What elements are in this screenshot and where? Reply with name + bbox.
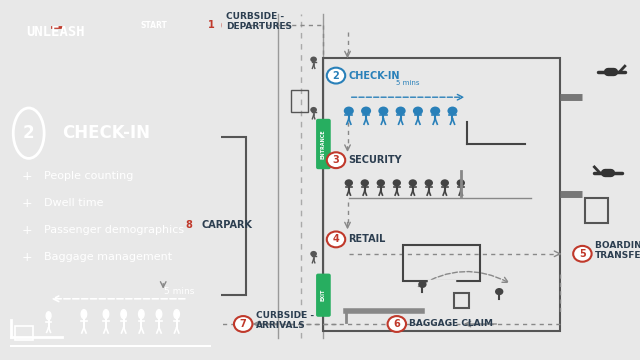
Bar [173,191,202,209]
Text: UNLEASH: UNLEASH [26,25,85,39]
Text: CHECK-IN: CHECK-IN [349,71,400,81]
Circle shape [388,316,406,332]
Circle shape [408,179,417,186]
Text: SECURITY: SECURITY [349,155,402,165]
Circle shape [361,107,371,115]
Circle shape [46,312,51,320]
Text: 5 mins: 5 mins [396,80,420,86]
Text: RETAIL: RETAIL [349,234,386,244]
Text: +: + [22,197,33,210]
FancyBboxPatch shape [316,274,331,317]
Circle shape [103,310,109,319]
Circle shape [327,152,345,168]
Text: 8: 8 [186,220,192,230]
Text: BAGGAGE CLAIM: BAGGAGE CLAIM [410,320,493,328]
Bar [403,245,480,281]
Text: +: + [22,251,33,264]
Bar [15,326,33,340]
Circle shape [447,107,458,115]
Circle shape [189,254,197,261]
Text: ENTRANCE: ENTRANCE [321,129,326,159]
Circle shape [138,310,144,319]
Text: BOARDING &
TRANSFERS: BOARDING & TRANSFERS [595,240,640,260]
Text: +: + [22,170,33,183]
Circle shape [424,179,433,186]
Text: +: + [22,224,33,237]
Text: 7: 7 [240,319,246,329]
Bar [454,293,469,308]
Text: 5: 5 [579,249,586,259]
Text: 3: 3 [333,155,339,165]
Text: 4: 4 [333,234,339,244]
Text: Passenger demographics: Passenger demographics [44,225,184,235]
Circle shape [413,107,423,115]
Circle shape [81,310,86,319]
Bar [291,90,308,112]
Circle shape [360,179,369,186]
Circle shape [202,17,220,33]
Text: START: START [141,21,168,30]
Bar [163,137,246,295]
Circle shape [174,310,179,319]
Circle shape [180,217,198,233]
Bar [173,227,202,245]
Circle shape [456,179,465,186]
Circle shape [430,107,440,115]
Circle shape [156,310,162,319]
Text: 2: 2 [23,124,35,142]
Circle shape [495,288,504,295]
Text: 2: 2 [333,71,339,81]
Circle shape [418,281,427,288]
Circle shape [344,107,354,115]
Circle shape [234,316,252,332]
Circle shape [310,57,317,62]
Bar [323,58,560,331]
Circle shape [327,231,345,247]
Text: 1: 1 [208,20,214,30]
Circle shape [310,251,317,257]
Circle shape [573,246,591,262]
Circle shape [392,179,401,186]
Text: People counting: People counting [44,171,134,181]
Bar [173,155,202,173]
Circle shape [121,310,127,319]
Circle shape [396,107,406,115]
Text: EXIT: EXIT [321,289,326,301]
Circle shape [376,179,385,186]
Text: CURBSIDE -
DEPARTURES: CURBSIDE - DEPARTURES [226,12,292,31]
Text: CHECK-IN: CHECK-IN [62,124,150,142]
Bar [585,198,608,223]
FancyBboxPatch shape [139,15,169,35]
Text: 6: 6 [394,319,400,329]
Text: 5 mins: 5 mins [164,287,195,296]
Text: Dwell time: Dwell time [44,198,104,208]
FancyBboxPatch shape [316,119,331,169]
Circle shape [378,107,388,115]
Text: CURBSIDE -
ARRIVALS: CURBSIDE - ARRIVALS [256,311,314,330]
Text: Baggage management: Baggage management [44,252,172,262]
Circle shape [440,179,449,186]
Circle shape [344,179,353,186]
Circle shape [327,68,345,84]
Text: CARPARK: CARPARK [202,220,252,230]
Circle shape [310,107,317,113]
